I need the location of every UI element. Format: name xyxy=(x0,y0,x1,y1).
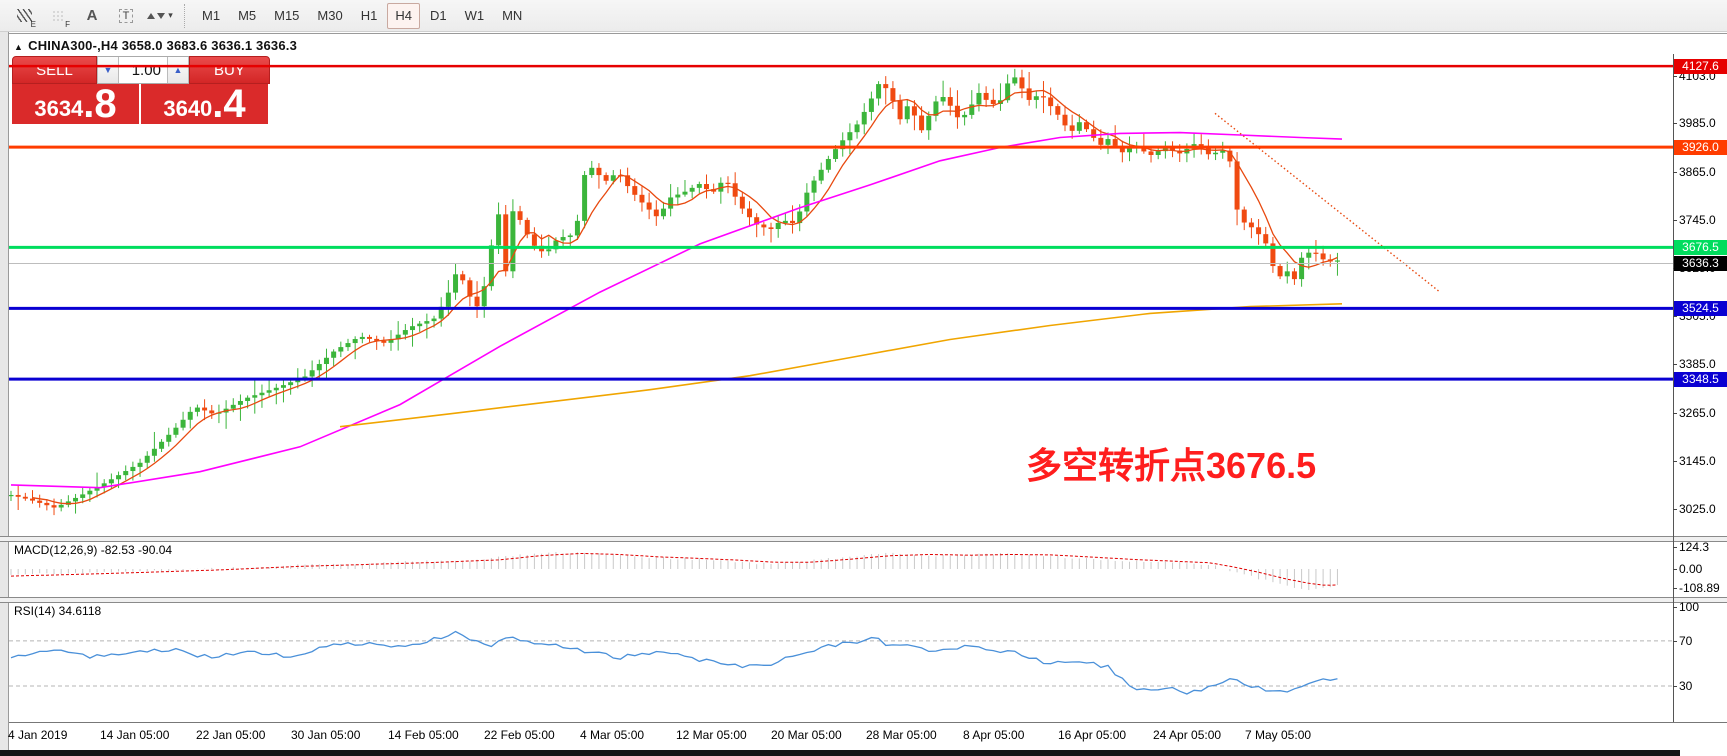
toolbar: E F A T ▾ M1 M5 M15 M30 H1 H4 D1 W1 MN xyxy=(0,0,1727,32)
left-scroll-strip[interactable] xyxy=(0,32,9,750)
price-axis-line xyxy=(1673,54,1674,722)
sell-price-display[interactable]: 3634.8 xyxy=(12,84,139,124)
price-tick-3265: 3265.0 xyxy=(1679,405,1716,420)
timeframe-button-w1[interactable]: W1 xyxy=(464,8,485,23)
price-tick-3025: 3025.0 xyxy=(1679,502,1716,517)
time-tick-label: 14 Feb 05:00 xyxy=(388,728,459,742)
price-tick-3985: 3985.0 xyxy=(1679,116,1716,131)
timeframe-button-m5[interactable]: M5 xyxy=(238,8,257,23)
buy-price-display[interactable]: 3640.4 xyxy=(141,84,268,124)
fibonacci-icon xyxy=(51,10,65,21)
fibonacci-retracement-tool-button[interactable]: F xyxy=(44,2,72,30)
rsi-label: RSI(14) 34.6118 xyxy=(14,604,102,618)
panel-separator[interactable] xyxy=(0,597,1727,603)
equidistant-channel-icon xyxy=(16,9,32,22)
timeframe-button-d1[interactable]: D1 xyxy=(429,8,447,23)
timeframe-button-h1[interactable]: H1 xyxy=(360,8,378,23)
timeframe-button-mn[interactable]: MN xyxy=(502,8,523,23)
window-bottom-edge xyxy=(0,750,1680,756)
volume-input[interactable] xyxy=(118,57,167,83)
timeframe-button-m1[interactable]: M1 xyxy=(202,8,221,23)
volume-increase-button[interactable]: ▲ xyxy=(166,57,189,83)
time-tick-label: 22 Feb 05:00 xyxy=(484,728,555,742)
sell-price-big-digit: .8 xyxy=(83,82,117,126)
time-tick-label: 8 Apr 05:00 xyxy=(963,728,1025,742)
time-tick-label: 14 Jan 05:00 xyxy=(100,728,170,742)
price-badge-3524.5: 3524.5 xyxy=(1674,300,1727,316)
macd-tick--108.89: -108.89 xyxy=(1679,581,1720,596)
price-tick-3145: 3145.0 xyxy=(1679,453,1716,468)
equidistant-channel-tool-button[interactable]: E xyxy=(10,2,38,30)
timeframe-button-m15[interactable]: M15 xyxy=(274,8,300,23)
volume-decrease-button[interactable]: ▼ xyxy=(96,57,119,83)
text-label-icon: A xyxy=(86,7,98,24)
buy-price-big-digit: .4 xyxy=(212,82,246,126)
time-tick-label: 4 Jan 2019 xyxy=(8,728,68,742)
rsi-tick-30: 30 xyxy=(1679,679,1693,693)
time-tick-label: 30 Jan 05:00 xyxy=(291,728,361,742)
price-tick-3745: 3745.0 xyxy=(1679,212,1716,227)
macd-panel[interactable] xyxy=(9,541,1673,597)
current-price-badge: 3636.3 xyxy=(1674,255,1727,271)
chinese-annotation-text: 多空转折点3676.5 xyxy=(1026,445,1317,486)
arrow-tools-tool-button[interactable]: ▾ xyxy=(146,2,174,30)
down-trendline[interactable] xyxy=(1214,112,1441,293)
time-tick-label: 16 Apr 05:00 xyxy=(1058,728,1127,742)
ma-yellow-line xyxy=(339,303,1343,428)
symbol-ohlc-text: CHINA300-,H4 3658.0 3683.6 3636.1 3636.3 xyxy=(28,38,298,53)
timeframe-button-h4[interactable]: H4 xyxy=(387,2,420,29)
arrow-tools-icon xyxy=(147,12,166,19)
chart-window xyxy=(9,33,1727,750)
rsi-line xyxy=(10,630,1338,695)
symbol-triangle-icon: ▲ xyxy=(14,42,24,52)
one-click-trade-panel: SELL ▼ ▲ BUY 3634.8 3640.4 xyxy=(12,56,270,124)
volume-spinner: ▼ ▲ xyxy=(96,56,189,84)
timeframe-button-m30[interactable]: M30 xyxy=(317,8,343,23)
price-badge-3348.5: 3348.5 xyxy=(1674,371,1727,387)
sell-price-main: 3634 xyxy=(34,96,84,121)
buy-price-main: 3640 xyxy=(163,96,213,121)
ma-fast-line xyxy=(32,89,1338,505)
rsi-panel[interactable] xyxy=(9,602,1673,722)
macd-signal-line xyxy=(10,552,1338,586)
price-tick-3385: 3385.0 xyxy=(1679,357,1716,372)
macd-label: MACD(12,26,9) -82.53 -90.04 xyxy=(14,543,173,557)
price-badge-4127.6: 4127.6 xyxy=(1674,58,1727,74)
text-box-icon: T xyxy=(118,8,134,23)
macd-histogram xyxy=(10,551,1338,591)
time-tick-label: 22 Jan 05:00 xyxy=(196,728,266,742)
macd-tick-0.00: 0.00 xyxy=(1679,562,1703,576)
time-axis-line xyxy=(9,722,1727,723)
time-tick-label: 12 Mar 05:00 xyxy=(676,728,747,742)
time-tick-label: 20 Mar 05:00 xyxy=(771,728,842,742)
main-price-chart[interactable] xyxy=(9,54,1673,536)
chart-ohlc-header: ▲ CHINA300-,H4 3658.0 3683.6 3636.1 3636.… xyxy=(14,38,297,53)
time-tick-label: 7 May 05:00 xyxy=(1245,728,1312,742)
time-tick-label: 24 Apr 05:00 xyxy=(1153,728,1222,742)
toolbar-separator xyxy=(184,3,186,28)
text-box-tool-button[interactable]: T xyxy=(112,2,140,30)
time-tick-label: 4 Mar 05:00 xyxy=(580,728,645,742)
chevron-down-icon: ▾ xyxy=(168,10,173,20)
price-badge-3926.0: 3926.0 xyxy=(1674,139,1727,155)
price-badge-3676.5: 3676.5 xyxy=(1674,239,1727,255)
price-tick-3865: 3865.0 xyxy=(1679,164,1716,179)
ma-magenta-line xyxy=(10,131,1343,489)
macd-tick-124.3: 124.3 xyxy=(1679,539,1710,554)
text-label-tool-button[interactable]: A xyxy=(78,2,106,30)
rsi-tick-100: 100 xyxy=(1679,600,1700,614)
rsi-tick-70: 70 xyxy=(1679,633,1693,648)
time-tick-label: 28 Mar 05:00 xyxy=(866,728,937,742)
panel-separator[interactable] xyxy=(0,536,1727,542)
